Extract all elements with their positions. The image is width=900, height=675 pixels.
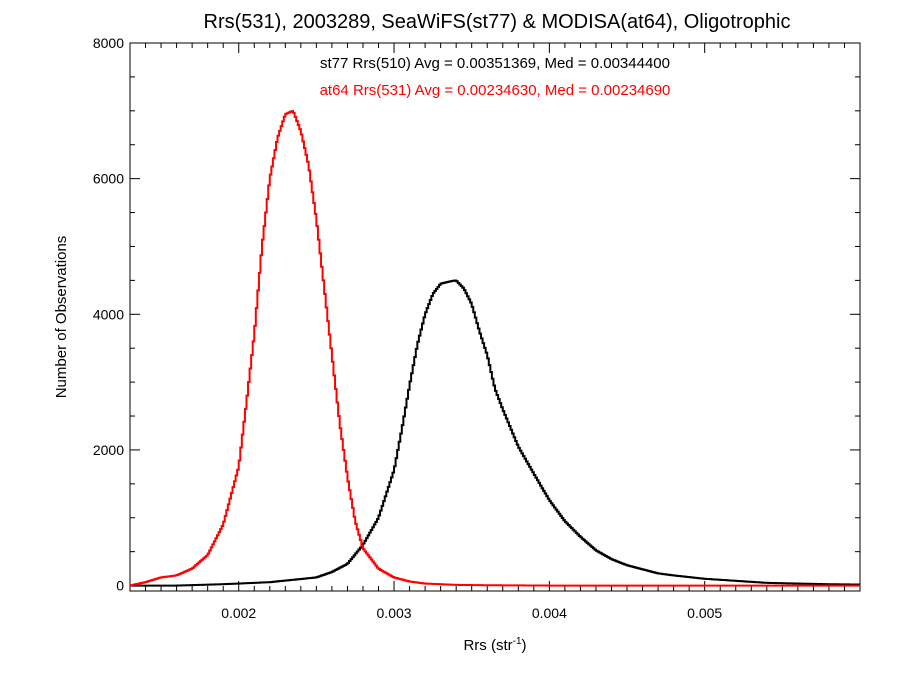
series-line-st77 xyxy=(130,279,860,587)
y-tick-label: 6000 xyxy=(93,171,124,187)
plot-area xyxy=(129,42,861,592)
x-tick-label: 0.005 xyxy=(687,605,722,621)
y-tick-label: 4000 xyxy=(93,306,124,322)
x-tick-label: 0.002 xyxy=(221,605,256,621)
x-axis-label-close: ) xyxy=(522,637,527,654)
series-annotation-at64: at64 Rrs(531) Avg = 0.00234630, Med = 0.… xyxy=(320,82,671,99)
x-axis-label-main: Rrs (str xyxy=(463,637,512,654)
axis-ticks: 0.002 0.003 0.004 0.005 0 2000 4000 6000 8000 xyxy=(93,35,860,621)
y-tick-label: 2000 xyxy=(93,442,124,458)
x-axis-label: Rrs (str-1) xyxy=(463,636,526,654)
plot-frame xyxy=(129,42,861,592)
y-axis-label: Number of Observations xyxy=(53,236,70,399)
y-tick-label: 0 xyxy=(116,578,124,594)
x-tick-label: 0.003 xyxy=(377,605,412,621)
series-annotation-st77: st77 Rrs(510) Avg = 0.00351369, Med = 0.… xyxy=(320,55,670,72)
x-tick-label: 0.004 xyxy=(532,605,567,621)
x-axis-label-superscript: -1 xyxy=(513,636,522,647)
series-layer xyxy=(130,110,860,587)
chart-title: Rrs(531), 2003289, SeaWiFS(st77) & MODIS… xyxy=(204,11,791,33)
y-tick-label: 8000 xyxy=(93,35,124,51)
series-line-at64 xyxy=(130,110,860,587)
